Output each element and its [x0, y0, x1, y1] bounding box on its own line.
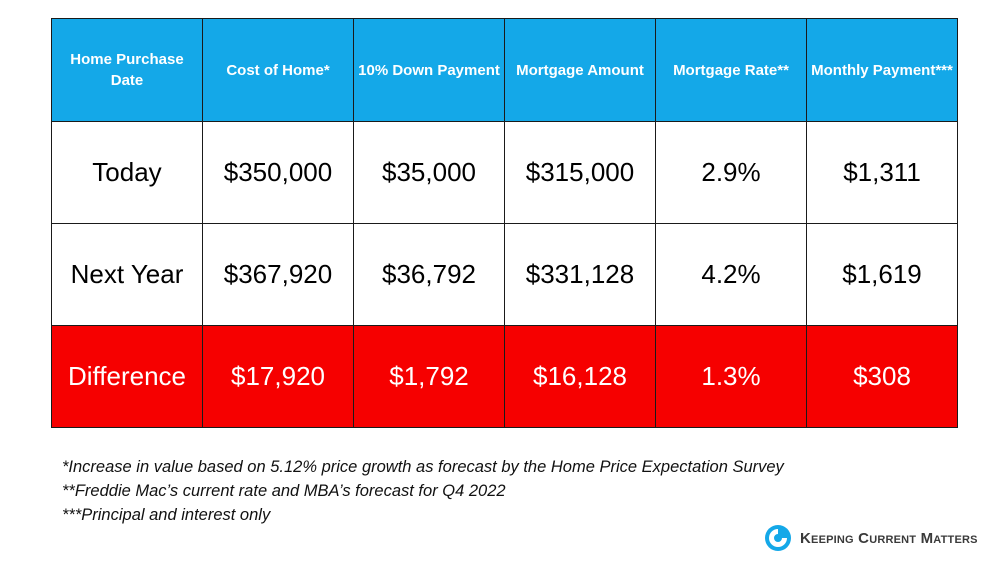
- cell-monthly-payment: $1,619: [806, 223, 958, 326]
- cell-label: Next Year: [51, 223, 203, 326]
- header-mortgage-rate: Mortgage Rate**: [655, 18, 807, 122]
- cell-mortgage-rate: 4.2%: [655, 223, 807, 326]
- cell-cost-of-home: $17,920: [202, 325, 354, 428]
- header-monthly-payment: Monthly Payment***: [806, 18, 958, 122]
- kcm-swirl-icon: [765, 525, 791, 551]
- cell-mortgage-rate: 1.3%: [655, 325, 807, 428]
- cell-mortgage-amount: $16,128: [504, 325, 656, 428]
- row-today: Today $350,000 $35,000 $315,000 2.9% $1,…: [51, 121, 958, 224]
- cell-monthly-payment: $308: [806, 325, 958, 428]
- cell-cost-of-home: $367,920: [202, 223, 354, 326]
- cell-monthly-payment: $1,311: [806, 121, 958, 224]
- footnote-mortgage-rate: **Freddie Mac’s current rate and MBA’s f…: [62, 482, 506, 500]
- header-cost-of-home: Cost of Home*: [202, 18, 354, 122]
- header-mortgage-amount: Mortgage Amount: [504, 18, 656, 122]
- brand-logo: Keeping Current Matters: [764, 524, 978, 552]
- comparison-table: Home Purchase Date Cost of Home* 10% Dow…: [51, 18, 958, 428]
- footnotes: *Increase in value based on 5.12% price …: [62, 455, 784, 527]
- cell-cost-of-home: $350,000: [202, 121, 354, 224]
- cell-down-payment: $36,792: [353, 223, 505, 326]
- row-difference: Difference $17,920 $1,792 $16,128 1.3% $…: [51, 325, 958, 428]
- footnote-price-growth: *Increase in value based on 5.12% price …: [62, 458, 784, 476]
- header-row: Home Purchase Date Cost of Home* 10% Dow…: [51, 18, 958, 122]
- cell-down-payment: $35,000: [353, 121, 505, 224]
- cell-down-payment: $1,792: [353, 325, 505, 428]
- cell-mortgage-rate: 2.9%: [655, 121, 807, 224]
- cell-mortgage-amount: $315,000: [504, 121, 656, 224]
- cell-label: Difference: [51, 325, 203, 428]
- cell-mortgage-amount: $331,128: [504, 223, 656, 326]
- brand-name: Keeping Current Matters: [800, 529, 978, 547]
- header-down-payment: 10% Down Payment: [353, 18, 505, 122]
- footnote-principal-interest: ***Principal and interest only: [62, 506, 271, 524]
- row-next-year: Next Year $367,920 $36,792 $331,128 4.2%…: [51, 223, 958, 326]
- cell-label: Today: [51, 121, 203, 224]
- header-purchase-date: Home Purchase Date: [51, 18, 203, 122]
